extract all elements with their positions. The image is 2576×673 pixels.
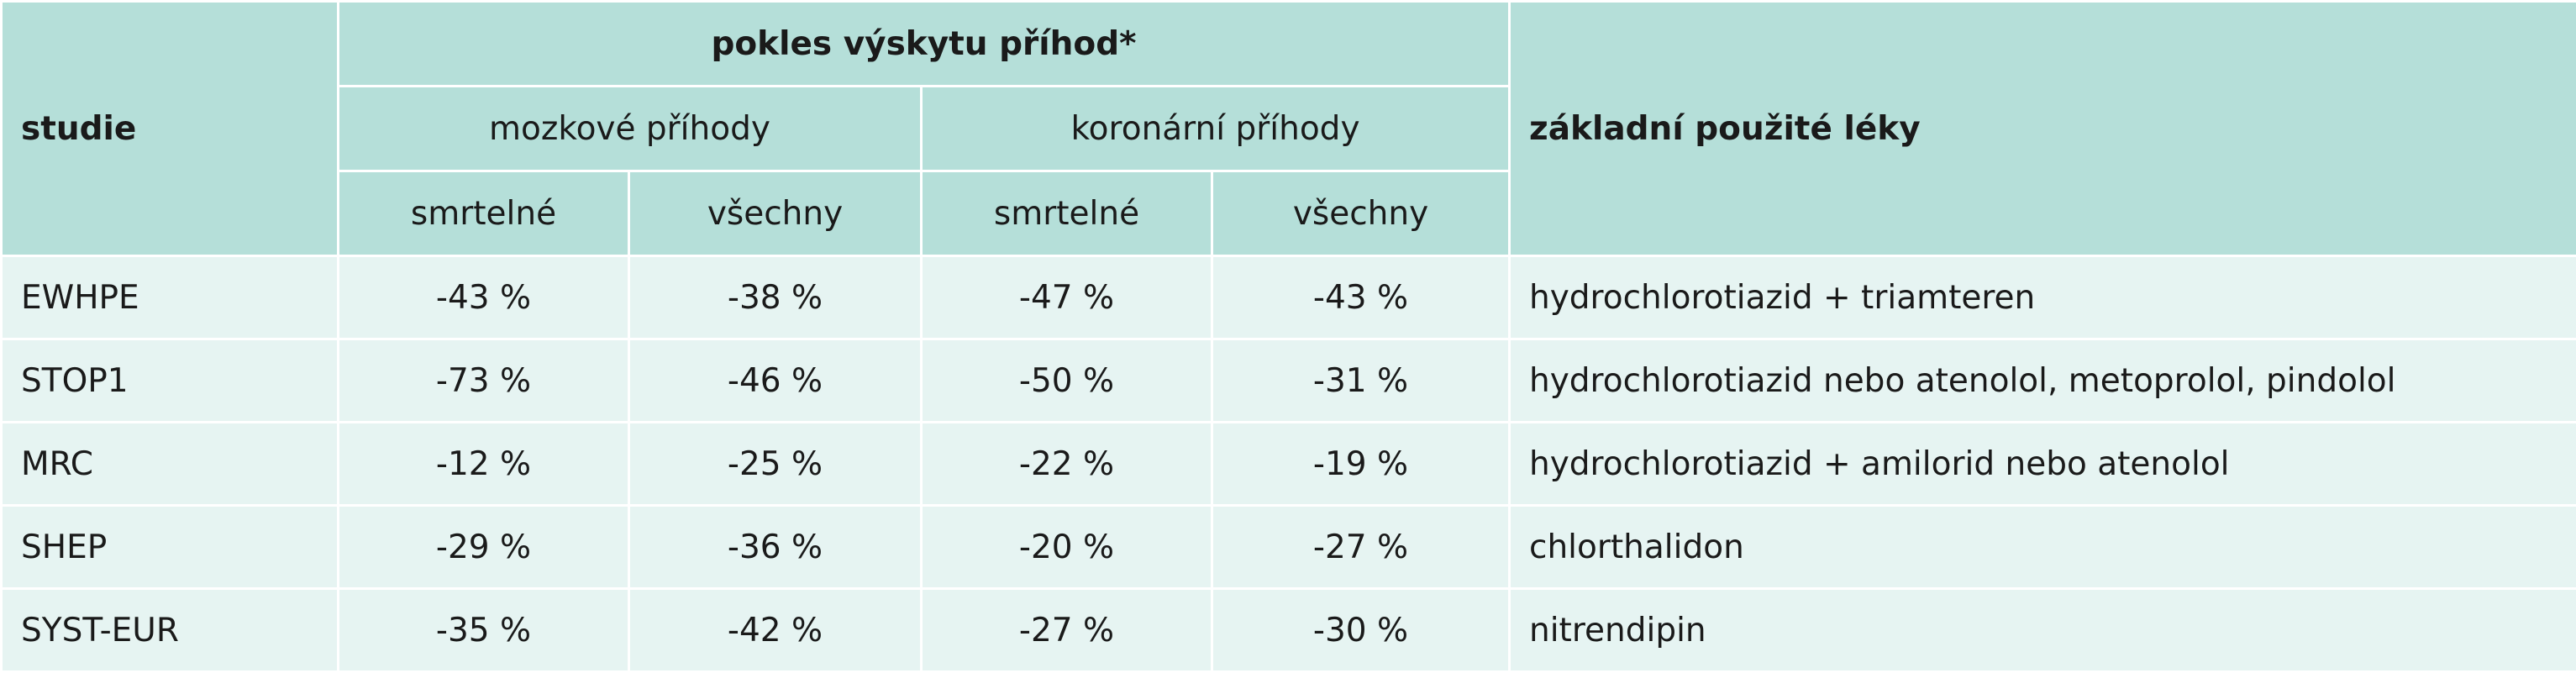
header-cell: koronární příhody [922,87,1510,171]
study-cell: MRC [2,423,339,506]
value-cell: -20 % [922,506,1212,589]
value-cell: -43 % [339,256,629,339]
header-cell: smrtelné [922,171,1212,256]
study-cell: EWHPE [2,256,339,339]
value-cell: -25 % [629,423,922,506]
value-cell: -27 % [1212,506,1510,589]
study-cell: SHEP [2,506,339,589]
header-cell: všechny [629,171,922,256]
header-cell: všechny [1212,171,1510,256]
value-cell: -36 % [629,506,922,589]
drug-cell: hydrochlorotiazid + triamteren [1510,256,2576,339]
value-cell: -73 % [339,339,629,423]
table-body: EWHPE-43 %-38 %-47 %-43 %hydrochlorotiaz… [2,256,2576,672]
study-cell: SYST-EUR [2,589,339,672]
table-row: MRC-12 %-25 %-22 %-19 %hydrochlorotiazid… [2,423,2576,506]
drug-cell: chlorthalidon [1510,506,2576,589]
value-cell: -27 % [922,589,1212,672]
value-cell: -47 % [922,256,1212,339]
value-cell: -50 % [922,339,1212,423]
value-cell: -46 % [629,339,922,423]
table-row: SYST-EUR-35 %-42 %-27 %-30 %nitrendipin [2,589,2576,672]
value-cell: -22 % [922,423,1212,506]
drug-cell: hydrochlorotiazid nebo atenolol, metopro… [1510,339,2576,423]
header-cell: pokles výskytu příhod* [339,2,1510,87]
header-cell: smrtelné [339,171,629,256]
table-row: STOP1-73 %-46 %-50 %-31 %hydrochlorotiaz… [2,339,2576,423]
value-cell: -12 % [339,423,629,506]
value-cell: -31 % [1212,339,1510,423]
value-cell: -29 % [339,506,629,589]
table-header: studie pokles výskytu příhod* základní p… [2,2,2576,256]
table-row: SHEP-29 %-36 %-20 %-27 %chlorthalidon [2,506,2576,589]
table-row: EWHPE-43 %-38 %-47 %-43 %hydrochlorotiaz… [2,256,2576,339]
drug-cell: nitrendipin [1510,589,2576,672]
value-cell: -30 % [1212,589,1510,672]
study-cell: STOP1 [2,339,339,423]
header-cell: mozkové příhody [339,87,922,171]
value-cell: -38 % [629,256,922,339]
value-cell: -35 % [339,589,629,672]
value-cell: -19 % [1212,423,1510,506]
header-cell: studie [2,2,339,256]
header-cell: základní použité léky [1510,2,2576,256]
value-cell: -42 % [629,589,922,672]
drug-cell: hydrochlorotiazid + amilorid nebo atenol… [1510,423,2576,506]
value-cell: -43 % [1212,256,1510,339]
